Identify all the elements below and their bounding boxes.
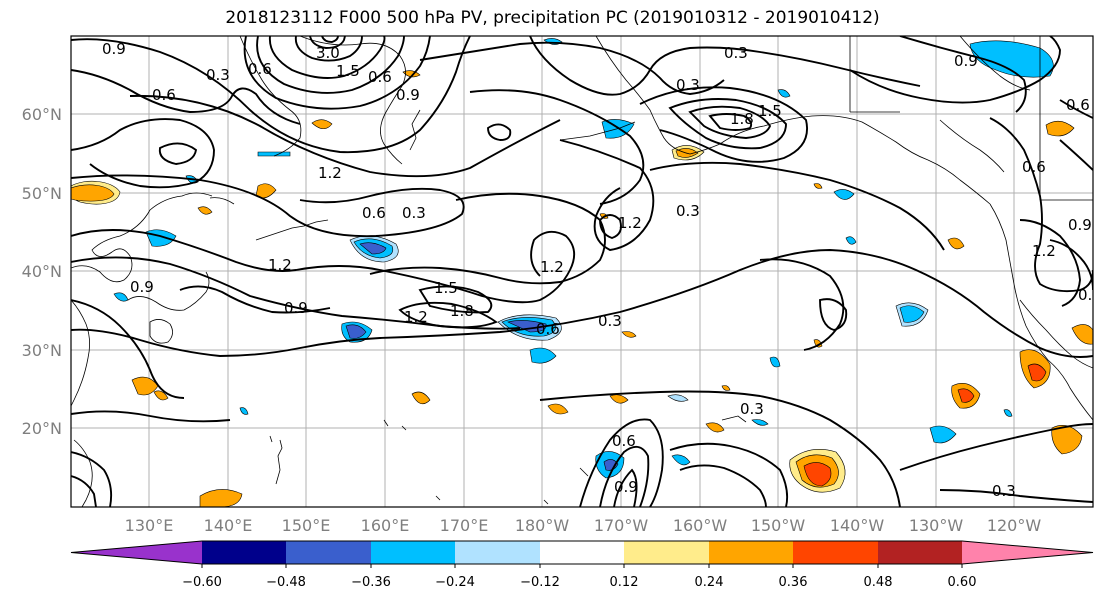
colorbar-tick-label: −0.36 xyxy=(351,575,391,590)
lon-label: 170°E xyxy=(440,516,489,535)
colorbar-segment xyxy=(286,541,371,564)
colorbar-segment xyxy=(624,541,709,564)
precip-positive xyxy=(71,70,1093,507)
contour-label: 0.9 xyxy=(614,478,638,496)
lon-label: 180°W xyxy=(515,516,570,535)
contour-label: 1.5 xyxy=(434,279,458,297)
colorbar-segment xyxy=(878,541,962,564)
contour-label: 0.6 xyxy=(1066,96,1090,114)
colorbar-tick-label: −0.12 xyxy=(520,575,560,590)
contour-label: 0.3 xyxy=(402,204,426,222)
contour-label: 0.6 xyxy=(612,432,636,450)
lat-label: 50°N xyxy=(22,184,62,203)
colorbar-segment xyxy=(540,541,624,564)
colorbar-tick-label: 0.60 xyxy=(948,575,977,590)
lat-label: 30°N xyxy=(22,341,62,360)
contour-label: 0.6 xyxy=(152,86,176,104)
contour-label: 0.6 xyxy=(368,68,392,86)
colorbar-tick-label: −0.48 xyxy=(266,575,306,590)
contour-label: 3.0 xyxy=(316,44,340,62)
lat-label: 60°N xyxy=(22,105,62,124)
colorbar-ticks: −0.60 −0.48 −0.36 −0.24 −0.12 0.12 0.24 … xyxy=(182,575,976,590)
colorbar-tick-label: 0.24 xyxy=(695,575,724,590)
lon-label: 160°E xyxy=(361,516,410,535)
contour-label: 0.9 xyxy=(284,299,308,317)
contour-label: 0.9 xyxy=(396,86,420,104)
colorbar-segment xyxy=(202,541,286,564)
map-title: 2018123112 F000 500 hPa PV, precipitatio… xyxy=(225,8,880,28)
colorbar-tick-label: 0.48 xyxy=(864,575,893,590)
contour-label: 0.3 xyxy=(676,202,700,220)
colorbar-segment xyxy=(709,541,793,564)
contour-label: 1.2 xyxy=(540,258,564,276)
colorbar-segment xyxy=(455,541,540,564)
coastlines xyxy=(71,36,1093,507)
contour-label: 0.6 xyxy=(536,320,560,338)
contour-label: 0.3 xyxy=(992,482,1016,500)
lon-label: 170°W xyxy=(594,516,649,535)
colorbar-tick-label: −0.24 xyxy=(435,575,475,590)
pv-contours xyxy=(71,36,1093,507)
colorbar-tick-label: 0.12 xyxy=(610,575,639,590)
contour-label: 1.2 xyxy=(268,256,292,274)
contour-label: 0.3 xyxy=(676,76,700,94)
colorbar-tick-label: −0.60 xyxy=(182,575,222,590)
lon-label: 160°W xyxy=(673,516,728,535)
plot-border xyxy=(70,35,1094,508)
contour-label: 0.3 xyxy=(724,44,748,62)
contour-label: 1.2 xyxy=(318,164,342,182)
colorbar-segment xyxy=(793,541,878,564)
contour-label: 1.5 xyxy=(336,62,360,80)
contour-label: 0.6 xyxy=(362,204,386,222)
contour-label: 0.3 xyxy=(206,66,230,84)
lon-label: 150°W xyxy=(751,516,806,535)
lat-label: 40°N xyxy=(22,262,62,281)
contour-label: 0.9 xyxy=(102,40,126,58)
contour-label: 1.2 xyxy=(618,214,642,232)
contour-label: 0.3 xyxy=(740,400,764,418)
gridlines xyxy=(71,36,1093,507)
colorbar-segment xyxy=(71,541,202,564)
contour-label: 0.9 xyxy=(130,278,154,296)
lat-label: 20°N xyxy=(22,419,62,438)
contour-label: 1.5 xyxy=(758,102,782,120)
contour-label: 0.9 xyxy=(1068,216,1092,234)
colorbar-tick-label: 0.36 xyxy=(779,575,808,590)
lon-label: 150°E xyxy=(282,516,331,535)
colorbar-segment xyxy=(371,541,455,564)
contour-label: 1.2 xyxy=(404,308,428,326)
contour-label: 1.8 xyxy=(450,302,474,320)
contour-label: 0.6 xyxy=(248,60,272,78)
contour-label: 0.3 xyxy=(598,312,622,330)
lon-label: 130°W xyxy=(909,516,964,535)
lon-axis: 130°E 140°E 150°E 160°E 170°E 180°W 170°… xyxy=(125,516,1042,535)
lon-label: 140°W xyxy=(830,516,885,535)
colorbar xyxy=(70,540,1094,568)
lon-label: 130°E xyxy=(125,516,174,535)
contour-labels: 0.9 0.3 0.6 0.6 3.0 1.5 0.6 0.9 0.3 0.3 … xyxy=(102,40,1102,500)
contour-label: 0.3 xyxy=(1078,286,1102,304)
lon-label: 140°E xyxy=(204,516,253,535)
contour-label: 1.2 xyxy=(1032,242,1056,260)
lon-label: 120°W xyxy=(987,516,1042,535)
contour-label: 0.6 xyxy=(1022,158,1046,176)
colorbar-segment xyxy=(962,541,1093,564)
lat-axis: 60°N 50°N 40°N 30°N 20°N xyxy=(22,105,62,438)
contour-label: 0.9 xyxy=(954,52,978,70)
contour-label: 1.8 xyxy=(730,110,754,128)
